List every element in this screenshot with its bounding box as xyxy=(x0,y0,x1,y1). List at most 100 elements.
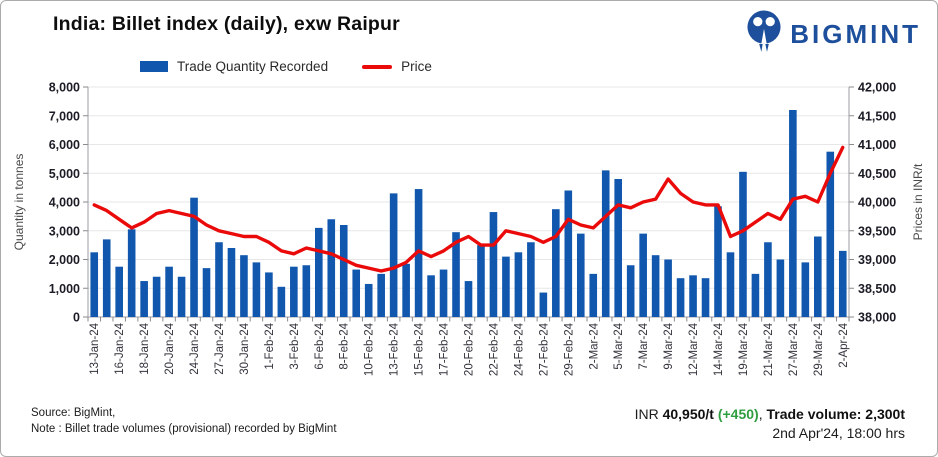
left-axis-tick-label: 6,000 xyxy=(49,138,80,152)
x-axis-tick-label: 2-Mar-24 xyxy=(588,322,600,369)
footer-price-summary: INR 40,950/t (+450), Trade volume: 2,300… xyxy=(635,405,905,443)
legend-label-trade-quantity: Trade Quantity Recorded xyxy=(177,59,329,74)
bar xyxy=(814,236,822,317)
bar xyxy=(389,193,398,317)
bar xyxy=(726,252,735,317)
bar xyxy=(639,233,647,317)
x-axis-tick-label: 27-Feb-24 xyxy=(538,322,550,376)
bar xyxy=(90,252,99,317)
x-axis-tick-label: 24-Feb-24 xyxy=(513,322,525,376)
legend-item-trade-quantity: Trade Quantity Recorded xyxy=(140,59,328,74)
x-axis-tick-label: 21-Mar-24 xyxy=(763,322,775,376)
source-line: Source: BigMint, xyxy=(31,407,116,419)
legend-item-price: Price xyxy=(362,59,432,74)
bar xyxy=(140,281,148,317)
bar xyxy=(240,255,248,317)
x-axis-tick-label: 29-Feb-24 xyxy=(563,322,575,376)
x-axis-tick-label: 22-Feb-24 xyxy=(488,322,500,376)
bar xyxy=(826,151,835,317)
legend-line-swatch xyxy=(362,64,393,69)
legend-label-price: Price xyxy=(401,59,432,74)
bar xyxy=(664,259,672,317)
left-axis-tick-label: 8,000 xyxy=(49,81,80,95)
bar xyxy=(402,263,410,317)
x-axis-tick-label: 12-Mar-24 xyxy=(688,322,700,376)
x-axis-tick-label: 1-Feb-24 xyxy=(264,322,276,369)
right-axis-tick-label: 42,000 xyxy=(858,81,896,95)
price-change: (+450) xyxy=(713,406,759,422)
x-axis-tick-label: 20-Jan-24 xyxy=(164,322,176,374)
left-axis-tick-label: 1,000 xyxy=(49,282,80,296)
bar xyxy=(801,262,810,317)
left-axis-tick-label: 7,000 xyxy=(49,109,80,123)
bar xyxy=(651,255,660,317)
left-axis-title: Quantity in tonnes xyxy=(12,154,26,251)
bar xyxy=(477,245,485,317)
timestamp: 2nd Apr'24, 18:00 hrs xyxy=(772,424,905,441)
bar xyxy=(364,283,373,317)
bigmint-logo-text: BIGMINT xyxy=(790,19,921,49)
right-axis-tick-label: 41,500 xyxy=(858,109,896,123)
right-axis-tick-label: 38,000 xyxy=(858,311,896,325)
bar xyxy=(115,266,123,317)
left-axis-tick-label: 0 xyxy=(73,311,80,325)
bar xyxy=(464,281,473,317)
bar xyxy=(601,170,610,317)
bar xyxy=(676,278,685,317)
price-summary-line: INR 40,950/t (+450), Trade volume: 2,300… xyxy=(635,405,905,424)
bar xyxy=(838,250,847,317)
bar xyxy=(127,229,136,317)
price-separator: , xyxy=(758,406,767,422)
x-axis-tick-label: 7-Mar-24 xyxy=(638,322,650,369)
x-axis-tick-label: 14-Mar-24 xyxy=(713,322,725,376)
x-axis-tick-label: 27-Mar-24 xyxy=(788,322,800,376)
bar xyxy=(252,262,261,317)
x-axis-tick-label: 13-Jan-24 xyxy=(89,322,101,374)
bar xyxy=(377,273,385,317)
bar xyxy=(589,273,598,317)
chart-legend: Trade Quantity Recorded Price xyxy=(140,59,432,74)
bigmint-logo: BIGMINT xyxy=(744,8,921,61)
bar xyxy=(290,266,298,317)
bar xyxy=(689,275,697,317)
bar xyxy=(202,268,211,317)
bar xyxy=(152,276,161,317)
bar xyxy=(527,242,535,317)
volume-label: Trade volume: xyxy=(766,406,866,422)
x-axis-tick-label: 16-Jan-24 xyxy=(114,322,126,374)
x-axis-tick-label: 5-Mar-24 xyxy=(613,322,625,369)
page-title: India: Billet index (daily), exw Raipur xyxy=(53,13,400,35)
x-axis-tick-label: 13-Feb-24 xyxy=(389,322,401,376)
right-axis-tick-label: 38,500 xyxy=(858,282,896,296)
bar xyxy=(302,265,311,317)
x-axis-tick-label: 15-Feb-24 xyxy=(414,322,426,376)
x-axis-tick-label: 3-Feb-24 xyxy=(289,322,301,369)
bar xyxy=(489,212,498,317)
bar xyxy=(215,242,223,317)
right-axis-tick-label: 39,500 xyxy=(858,224,896,238)
bar xyxy=(277,286,286,317)
price-value: 40,950/t xyxy=(662,406,714,422)
x-axis-tick-label: 29-Mar-24 xyxy=(813,322,825,376)
bar xyxy=(701,278,710,317)
bar xyxy=(165,266,173,317)
volume-value: 2,300t xyxy=(865,406,905,422)
bar xyxy=(751,273,760,317)
left-axis-tick-label: 4,000 xyxy=(49,196,80,210)
bar xyxy=(265,272,273,317)
left-axis-tick-label: 5,000 xyxy=(49,167,80,181)
note-line: Note : Billet trade volumes (provisional… xyxy=(31,422,337,435)
x-axis-tick-label: 17-Feb-24 xyxy=(439,322,451,376)
footer-source-note: Source: BigMint, Note : Billet trade vol… xyxy=(31,406,337,437)
left-axis-tick-label: 3,000 xyxy=(49,224,80,238)
x-axis-tick-label: 2-Apr-24 xyxy=(838,322,850,367)
bar xyxy=(102,239,111,317)
x-axis-tick-label: 27-Jan-24 xyxy=(214,322,226,374)
bar xyxy=(776,259,785,317)
left-axis-tick-label: 2,000 xyxy=(49,253,80,267)
right-axis-tick-label: 40,000 xyxy=(858,196,896,210)
bar xyxy=(789,110,797,317)
bar xyxy=(576,233,585,317)
legend-bar-swatch xyxy=(140,61,168,72)
